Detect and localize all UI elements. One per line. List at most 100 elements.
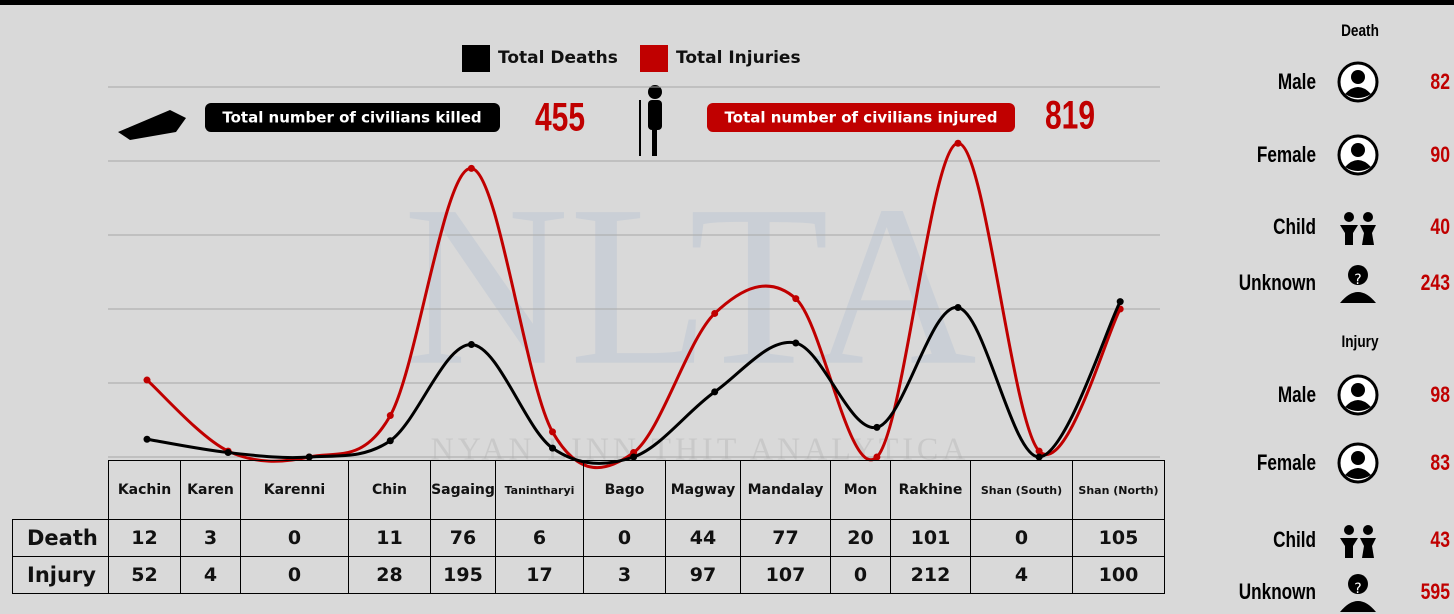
category-label: Bago	[583, 460, 666, 520]
table-value: 76	[430, 519, 496, 557]
table-value: 6	[495, 519, 584, 557]
category-label: Shan (North)	[1072, 460, 1165, 520]
legend-label: Total Deaths	[498, 48, 618, 68]
table-value: 101	[890, 519, 971, 557]
series-line	[146, 141, 1122, 470]
breakdown-value: 43	[1430, 527, 1450, 552]
table-value: 44	[665, 519, 741, 557]
person-icon	[1337, 374, 1379, 416]
table-value: 100	[1072, 556, 1165, 594]
breakdown-label: Female	[1256, 142, 1316, 167]
breakdown-value: 40	[1430, 214, 1450, 239]
breakdown-value: 82	[1430, 69, 1450, 94]
category-label: Karen	[180, 460, 241, 520]
data-point	[549, 444, 556, 452]
breakdown-value: 595	[1420, 579, 1450, 604]
table-value: 28	[348, 556, 431, 594]
category-label: Magway	[665, 460, 741, 520]
data-point	[954, 139, 962, 147]
category-label: Chin	[348, 460, 431, 520]
data-point	[549, 428, 556, 436]
data-point	[792, 295, 800, 303]
table-value: 11	[348, 519, 431, 557]
row-label: Injury	[12, 556, 109, 594]
killed-label: Total number of civilians killed	[222, 109, 481, 127]
killed-value: 455	[535, 95, 585, 139]
table-value: 20	[830, 519, 891, 557]
table-corner	[13, 461, 109, 520]
data-point	[1116, 298, 1124, 306]
table-value: 0	[240, 556, 349, 594]
table-value: 3	[180, 519, 241, 557]
breakdown-label: Male	[1277, 382, 1316, 407]
breakdown-label: Unknown	[1238, 270, 1316, 295]
data-point	[1035, 447, 1043, 455]
row-label: Death	[12, 519, 109, 557]
table-value: 12	[108, 519, 181, 557]
data-point	[1035, 453, 1043, 461]
table-value: 77	[740, 519, 831, 557]
person-icon	[1337, 61, 1379, 103]
breakdown-label: Male	[1277, 69, 1316, 94]
legend-label: Total Injuries	[676, 48, 801, 68]
breakdown-value: 90	[1430, 142, 1450, 167]
table-value: 212	[890, 556, 971, 594]
table-header-row: Kachin Karen Karenni Chin Sagaing Tanintharyi…	[13, 460, 1165, 520]
data-point	[386, 412, 394, 420]
data-point	[792, 339, 800, 347]
table-value: 17	[495, 556, 584, 594]
breakdown-title: Death	[1341, 21, 1379, 40]
data-point	[711, 388, 719, 396]
table-value: 97	[665, 556, 741, 594]
breakdown-value: 98	[1430, 382, 1450, 407]
data-point	[224, 449, 232, 457]
injured-value: 819	[1045, 93, 1095, 137]
killed-pill	[205, 103, 500, 132]
injured-label: Total number of civilians injured	[725, 109, 998, 127]
category-label: Kachin	[108, 460, 181, 520]
data-point	[954, 304, 962, 312]
person-icon	[1340, 525, 1376, 558]
table-value: 3	[583, 556, 666, 594]
table-value: 0	[240, 519, 349, 557]
category-label: Tanintharyi	[495, 460, 584, 520]
legend-swatch	[640, 45, 668, 72]
top-border	[0, 0, 1454, 5]
breakdown-value: 83	[1430, 450, 1450, 475]
category-label: Rakhine	[890, 460, 971, 520]
breakdown-label: Child	[1273, 214, 1316, 239]
series-line	[146, 300, 1122, 465]
person-icon: ?	[1340, 574, 1376, 612]
injured-icon	[639, 85, 662, 156]
person-icon	[1337, 134, 1379, 176]
svg-text:?: ?	[1354, 581, 1361, 597]
table-row: Injury 52 4 0 28 195 17 3 97 107 0 212 4 100	[12, 556, 1165, 594]
data-point	[143, 435, 151, 443]
category-label: Karenni	[240, 460, 349, 520]
breakdown-value: 243	[1420, 270, 1450, 295]
table-value: 0	[830, 556, 891, 594]
table-value: 105	[1072, 519, 1165, 557]
category-label: Mandalay	[740, 460, 831, 520]
person-icon	[1337, 442, 1379, 484]
person-icon	[1340, 212, 1376, 245]
table-value: 195	[430, 556, 496, 594]
category-label: Shan (South)	[970, 460, 1073, 520]
breakdown-title: Injury	[1341, 332, 1379, 351]
data-point	[873, 453, 881, 461]
data-point	[467, 341, 475, 349]
table-value: 0	[583, 519, 666, 557]
category-label: Sagaing	[430, 460, 496, 520]
data-point	[143, 376, 151, 384]
breakdown-label: Female	[1256, 450, 1316, 475]
data-table: Kachin Karen Karenni Chin Sagaing Tanintharyi…	[12, 460, 1165, 594]
breakdown-label: Unknown	[1238, 579, 1316, 604]
svg-text:?: ?	[1354, 272, 1361, 288]
injured-pill	[707, 103, 1015, 132]
data-point	[711, 309, 719, 317]
data-point	[305, 453, 313, 461]
data-point	[630, 453, 638, 461]
breakdown-label: Child	[1273, 527, 1316, 552]
table-value: 107	[740, 556, 831, 594]
data-point	[873, 423, 881, 431]
